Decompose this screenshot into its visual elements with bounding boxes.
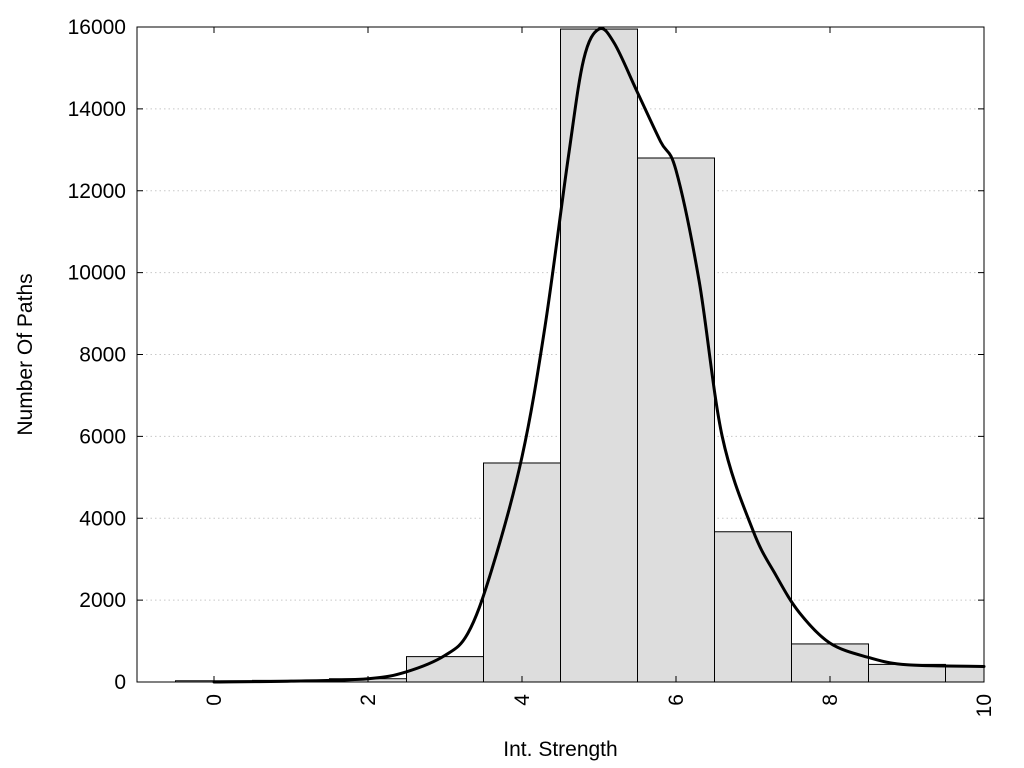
y-tick-label: 0 — [114, 671, 126, 694]
y-tick-label: 12000 — [68, 180, 126, 203]
x-axis-label: Int. Strength — [503, 738, 617, 761]
x-tick-label: 8 — [819, 694, 842, 706]
y-tick-label: 8000 — [79, 344, 126, 367]
histogram-bar — [483, 462, 561, 683]
fit-curve — [212, 26, 986, 684]
x-axis-ticks: 0 2 4 6 8 10 — [203, 27, 996, 717]
histogram-bar — [945, 665, 985, 683]
y-tick-label: 6000 — [79, 425, 126, 448]
x-tick-label: 0 — [203, 694, 226, 706]
y-tick-label: 10000 — [68, 262, 126, 285]
y-axis-label: Number Of Paths — [14, 273, 37, 435]
histogram-bar — [637, 157, 715, 683]
y-tick-label: 16000 — [68, 16, 126, 39]
histogram-bars — [175, 28, 985, 683]
x-tick-label: 2 — [357, 694, 380, 706]
histogram-bar — [714, 531, 792, 683]
histogram-bar — [560, 28, 638, 683]
x-tick-label: 10 — [973, 694, 996, 717]
x-tick-label: 6 — [665, 694, 688, 706]
x-tick-label: 4 — [511, 694, 534, 706]
y-tick-label: 2000 — [79, 589, 126, 612]
y-axis-ticks: 0 2000 4000 6000 8000 10000 12000 14000 16000 — [68, 16, 984, 694]
y-tick-label: 14000 — [68, 98, 126, 121]
y-tick-label: 4000 — [79, 507, 126, 530]
